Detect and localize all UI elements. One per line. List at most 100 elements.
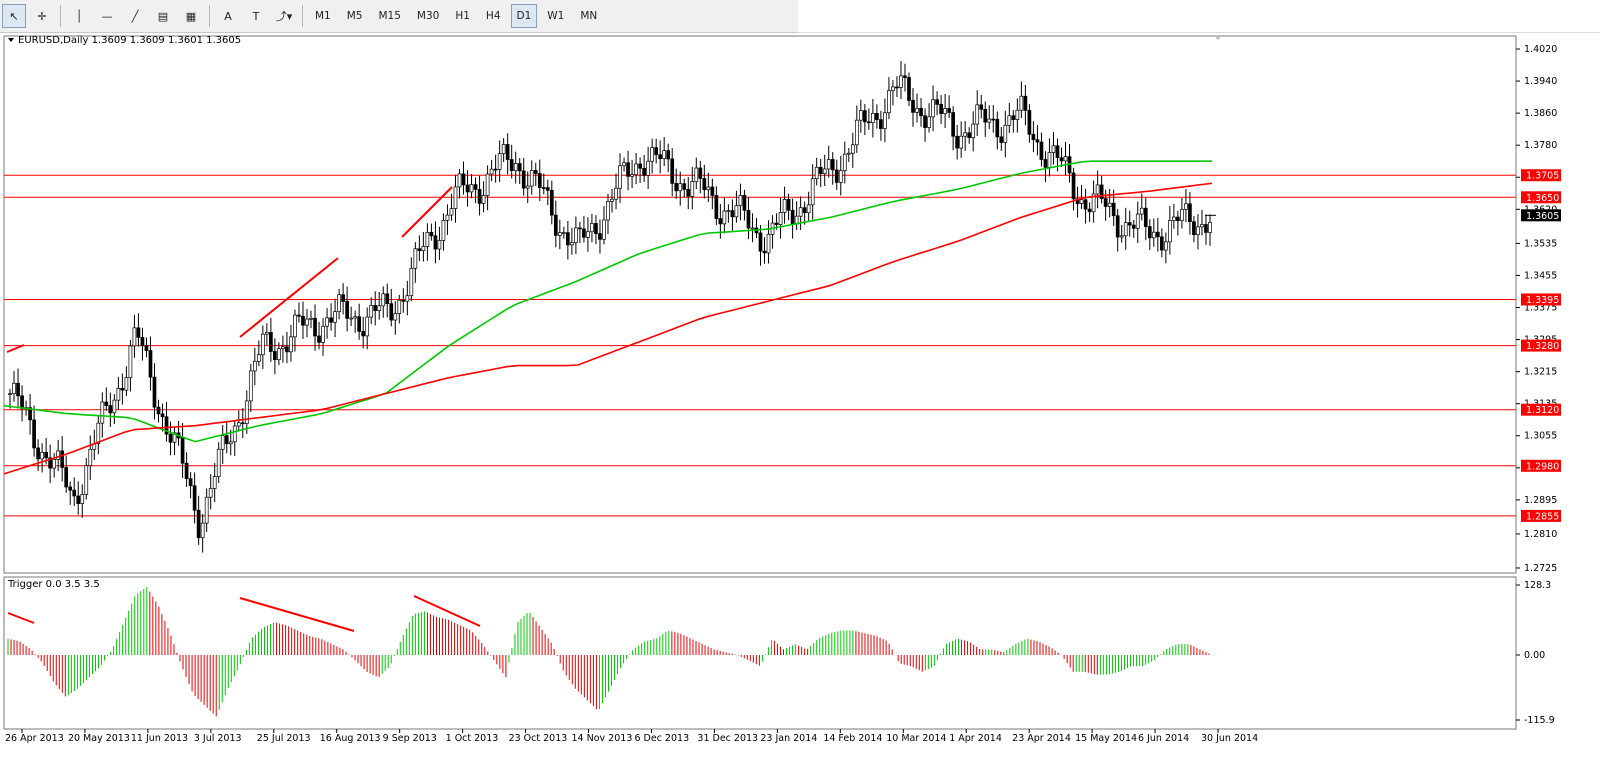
candle-body [425, 231, 430, 247]
grid-tool-icon[interactable]: ▦ [185, 9, 197, 23]
price-tick-label: 1.3940 [1524, 76, 1557, 87]
candle-body [742, 195, 747, 211]
candle-body [337, 294, 341, 313]
candle-body [265, 332, 269, 335]
candle-body [373, 305, 378, 311]
candle-body [566, 232, 570, 246]
timeframe-m15-button[interactable]: M15 [378, 10, 401, 22]
cursor-tool-icon[interactable]: ↖ [2, 4, 26, 28]
candle-body [377, 305, 382, 311]
drawn-trend-line[interactable] [239, 257, 339, 338]
timeframe-mn-button[interactable]: MN [580, 10, 598, 22]
candle-body [1035, 139, 1040, 143]
candle-body [1151, 231, 1156, 239]
candle-body [457, 173, 462, 188]
candle-body [1188, 203, 1192, 223]
main-pane[interactable] [3, 35, 1517, 574]
price-level-label: 1.2980 [1526, 461, 1559, 472]
candle-body [959, 135, 964, 149]
candle-body [1071, 172, 1076, 200]
candle-body [1208, 221, 1212, 233]
candle-body [706, 186, 711, 191]
candle-body [477, 189, 482, 204]
candle-body [826, 159, 831, 170]
indicator-tick-label: -115.9 [1524, 715, 1555, 726]
candle-body [465, 184, 470, 193]
green-moving-average-line [4, 160, 1212, 443]
candle-body [983, 108, 988, 123]
candle-body [814, 166, 819, 180]
arrows-tool-icon[interactable]: ⤴▾ [275, 10, 293, 23]
candle-body [144, 345, 149, 351]
candle-body [505, 144, 510, 160]
candle-body [1059, 157, 1064, 162]
toolbar-separator [302, 5, 303, 27]
timeframe-w1-button[interactable]: W1 [547, 10, 565, 22]
date-tick-label: 11 Jun 2013 [131, 733, 188, 744]
trend-line-tool-icon[interactable]: ╱ [131, 9, 139, 23]
candle-body [1087, 208, 1092, 213]
fibonacci-tool-icon[interactable]: ▤ [157, 9, 169, 23]
candle-body [730, 210, 735, 218]
shift-marker-icon[interactable] [1213, 35, 1223, 40]
candle-body [766, 233, 771, 254]
candle-body [421, 246, 426, 251]
candle-body [533, 170, 538, 174]
price-candles [8, 61, 1212, 553]
crosshair-tool-icon[interactable]: ✛ [37, 9, 47, 23]
price-level-label: 1.3605 [1526, 211, 1559, 222]
candle-body [393, 313, 398, 321]
timeframe-h4-button[interactable]: H4 [485, 10, 501, 22]
candle-body [252, 360, 257, 372]
candle-body [618, 165, 622, 189]
candle-body [224, 435, 229, 445]
drawn-trend-line[interactable] [401, 186, 453, 238]
label-tool-icon[interactable]: T [252, 9, 260, 23]
candle-body [216, 448, 221, 477]
candle-body [293, 314, 297, 338]
drawn-trend-line[interactable] [7, 612, 35, 624]
timeframe-m30-button[interactable]: M30 [416, 10, 440, 22]
vertical-line-tool-icon[interactable]: │ [75, 9, 83, 23]
candle-body [493, 168, 498, 171]
candle-body [822, 168, 827, 174]
candle-body [891, 86, 895, 91]
indicator-pane[interactable] [3, 576, 1517, 730]
chart-menu-triangle-icon[interactable] [8, 38, 14, 42]
timeframe-h1-button[interactable]: H1 [455, 10, 470, 22]
price-tick-label: 1.3535 [1524, 238, 1557, 249]
candle-body [762, 250, 767, 254]
timeframe-m1-button[interactable]: M1 [315, 10, 331, 22]
candle-body [670, 158, 675, 184]
candle-body [20, 395, 24, 409]
drawn-trend-line[interactable] [413, 595, 481, 627]
candle-body [301, 315, 305, 326]
candle-body [862, 110, 867, 123]
indicator-tick-label: 0.00 [1524, 650, 1545, 661]
candle-body [1031, 133, 1036, 141]
candle-body [537, 173, 542, 188]
candle-body [955, 135, 960, 149]
candle-body [385, 293, 390, 305]
price-level-label: 1.3280 [1526, 341, 1559, 352]
timeframe-m5-button[interactable]: M5 [346, 10, 363, 22]
candle-body [590, 223, 594, 233]
candle-body [987, 118, 992, 123]
candle-body [1139, 207, 1144, 215]
candle-body [810, 178, 815, 206]
drawn-trend-line[interactable] [6, 344, 25, 353]
candle-body [124, 377, 129, 391]
chart-window[interactable]: 1.40201.39401.38601.37801.37001.36201.35… [0, 32, 1600, 761]
candle-body [557, 232, 562, 236]
text-tool-icon[interactable]: A [224, 9, 232, 23]
price-tick-label: 1.2725 [1524, 563, 1557, 574]
candle-body [152, 376, 157, 408]
date-tick-label: 3 Jul 2013 [194, 733, 242, 744]
price-chart[interactable]: 1.40201.39401.38601.37801.37001.36201.35… [0, 32, 1600, 761]
candle-body [1051, 145, 1056, 153]
timeframe-d1-button[interactable]: D1 [510, 4, 538, 28]
candle-body [943, 108, 947, 114]
drawn-trend-line[interactable] [239, 597, 355, 632]
candle-body [1131, 224, 1136, 229]
horizontal-line-tool-icon[interactable]: — [101, 9, 113, 23]
